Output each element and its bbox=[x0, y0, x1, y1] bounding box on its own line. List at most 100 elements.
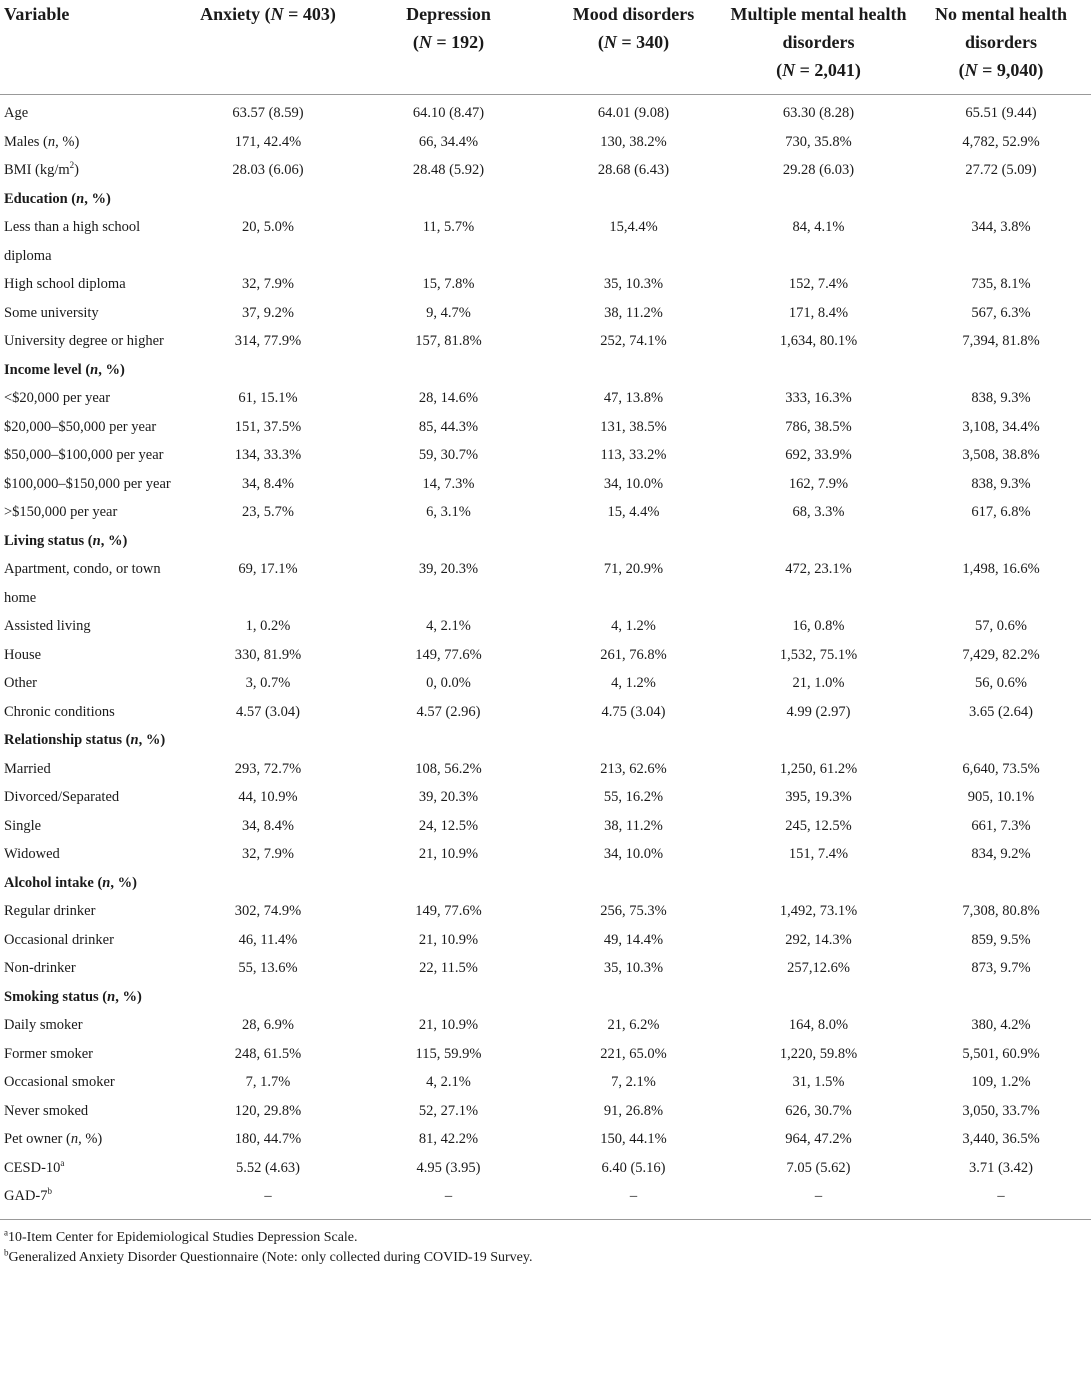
table-cell: 567, 6.3% bbox=[971, 304, 1031, 321]
table-cell: 838, 9.3% bbox=[971, 475, 1031, 492]
row-label: Former smoker bbox=[4, 1045, 93, 1062]
table-cell: 150, 44.1% bbox=[600, 1131, 667, 1147]
table-cell: 28, 6.9% bbox=[242, 1017, 294, 1033]
table-cell: 7,394, 81.8% bbox=[962, 333, 1040, 349]
table-cell: 4.95 (3.95) bbox=[416, 1159, 481, 1176]
table-row: BMI (kg/m2) 28.03 (6.06) 28.48 (5.92) 28.68… bbox=[0, 156, 1091, 185]
table-cell: 4, 2.1% bbox=[426, 618, 471, 634]
table-cell: 134, 33.3% bbox=[234, 447, 302, 463]
table-page: Variable Anxiety (N = 403) Depression (N … bbox=[0, 0, 1091, 1265]
table-cell: 3,108, 34.4% bbox=[962, 418, 1040, 435]
table-cell: 131, 38.5% bbox=[600, 418, 667, 435]
table-cell: 248, 61.5% bbox=[234, 1045, 302, 1062]
table-cell: 115, 59.9% bbox=[415, 1045, 482, 1062]
table-cell: 859, 9.5% bbox=[971, 931, 1031, 948]
table-cell: 4.75 (3.04) bbox=[601, 703, 666, 720]
table-cell: 21, 10.9% bbox=[418, 931, 479, 948]
table-cell bbox=[541, 869, 726, 898]
table-cell: 20, 5.0% bbox=[242, 219, 294, 235]
section-row: Smoking status (n, %) bbox=[0, 983, 1091, 1012]
table-cell: 34, 10.0% bbox=[603, 846, 664, 862]
row-label: Widowed bbox=[4, 846, 60, 862]
table-cell: 24, 12.5% bbox=[418, 817, 479, 834]
table-row: $100,000–$150,000 per year 34, 8.4% 14, 7.… bbox=[0, 470, 1091, 499]
table-cell: 59, 30.7% bbox=[418, 447, 479, 463]
table-cell bbox=[911, 983, 1091, 1012]
row-label: Chronic conditions bbox=[4, 703, 115, 720]
table-cell: 109, 1.2% bbox=[971, 1074, 1031, 1090]
table-cell: 0, 0.0% bbox=[426, 675, 471, 691]
table-cell: – bbox=[726, 1182, 911, 1220]
section-label: Income level (n, %) bbox=[4, 361, 125, 378]
table-cell bbox=[726, 983, 911, 1012]
table-cell: 34, 8.4% bbox=[242, 817, 294, 834]
table-cell: 38, 11.2% bbox=[604, 817, 663, 834]
table-cell: 180, 44.7% bbox=[234, 1131, 302, 1147]
row-label: CESD-10a bbox=[4, 1157, 65, 1176]
row-label: Single bbox=[4, 817, 42, 834]
table-cell: 15, 4.4% bbox=[607, 504, 660, 520]
section-label: Relationship status (n, %) bbox=[4, 732, 166, 748]
table-cell: 34, 10.0% bbox=[603, 475, 664, 492]
section-row: Alcohol intake (n, %) bbox=[0, 869, 1091, 898]
row-label: Married bbox=[4, 760, 51, 777]
table-cell: 1,220, 59.8% bbox=[779, 1045, 858, 1062]
table-cell: 213, 62.6% bbox=[600, 760, 667, 777]
table-cell: 28, 14.6% bbox=[418, 390, 479, 406]
table-row: $50,000–$100,000 per year 134, 33.3% 59, 3… bbox=[0, 441, 1091, 470]
table-cell bbox=[180, 185, 356, 214]
row-label: University degree or higher bbox=[4, 333, 164, 349]
section-row: Living status (n, %) bbox=[0, 527, 1091, 556]
table-cell: 152, 7.4% bbox=[788, 276, 849, 292]
table-cell: 964, 47.2% bbox=[785, 1131, 852, 1147]
table-row: University degree or higher 314, 77.9% 157… bbox=[0, 327, 1091, 356]
table-cell: 1,498, 16.6% bbox=[962, 561, 1040, 577]
row-label: <$20,000 per year bbox=[4, 390, 111, 406]
table-row: Pet owner (n, %) 180, 44.7% 81, 42.2% 150, … bbox=[0, 1125, 1091, 1154]
table-cell: 46, 11.4% bbox=[238, 931, 298, 948]
table-cell: 626, 30.7% bbox=[785, 1102, 852, 1119]
table-cell: 252, 74.1% bbox=[600, 333, 667, 349]
table-cell: 838, 9.3% bbox=[971, 390, 1031, 406]
table-cell: 39, 20.3% bbox=[418, 561, 479, 577]
section-label: Alcohol intake (n, %) bbox=[4, 874, 137, 891]
table-cell: 617, 6.8% bbox=[971, 504, 1031, 520]
table-cell: 314, 77.9% bbox=[234, 333, 302, 349]
table-cell bbox=[911, 356, 1091, 385]
table-cell: – bbox=[911, 1182, 1091, 1220]
column-header-depression: Depression (N = 192) bbox=[356, 0, 541, 95]
table-row: Males (n, %) 171, 42.4% 66, 34.4% 130, 38.2… bbox=[0, 128, 1091, 157]
section-label: Education (n, %) bbox=[4, 190, 111, 207]
table-cell: 39, 20.3% bbox=[418, 789, 479, 805]
table-cell bbox=[726, 356, 911, 385]
table-cell: 171, 42.4% bbox=[234, 133, 302, 150]
footnote-b: bGeneralized Anxiety Disorder Questionna… bbox=[4, 1246, 533, 1265]
table-cell: 49, 14.4% bbox=[603, 931, 664, 948]
table-row: Widowed 32, 7.9% 21, 10.9% 34, 10.0% 151, 7.… bbox=[0, 840, 1091, 869]
section-label: Smoking status (n, %) bbox=[4, 988, 142, 1005]
table-cell: 257,12.6% bbox=[787, 960, 850, 976]
row-label: Daily smoker bbox=[4, 1017, 83, 1033]
table-row: Occasional drinker 46, 11.4% 21, 10.9% 49, … bbox=[0, 926, 1091, 955]
table-cell bbox=[541, 356, 726, 385]
column-header-multiple-disorders: Multiple mental health disorders (N = 2,0… bbox=[726, 0, 911, 95]
table-row: Age 63.57 (8.59) 64.10 (8.47) 64.01 (9.08) 6… bbox=[0, 95, 1091, 128]
table-cell bbox=[180, 527, 356, 556]
table-row: Less than a high school diploma 20, 5.0% 1… bbox=[0, 213, 1091, 270]
table-cell: 245, 12.5% bbox=[785, 817, 852, 834]
table-row: High school diploma 32, 7.9% 15, 7.8% 35, 1… bbox=[0, 270, 1091, 299]
table-cell: 15, 7.8% bbox=[422, 276, 475, 292]
table-cell: 81, 42.2% bbox=[418, 1131, 479, 1147]
table-cell: 330, 81.9% bbox=[234, 646, 302, 663]
section-row: Relationship status (n, %) bbox=[0, 726, 1091, 755]
table-cell bbox=[356, 869, 541, 898]
table-header: Variable Anxiety (N = 403) Depression (N … bbox=[0, 0, 1091, 95]
table-cell bbox=[356, 527, 541, 556]
table-row: Some university 37, 9.2% 9, 4.7% 38, 11.2% 1… bbox=[0, 299, 1091, 328]
table-cell: 4, 1.2% bbox=[611, 675, 656, 691]
table-row: Single 34, 8.4% 24, 12.5% 38, 11.2% 245, 12.… bbox=[0, 812, 1091, 841]
table-cell: 5,501, 60.9% bbox=[962, 1045, 1040, 1062]
table-cell: 6,640, 73.5% bbox=[962, 760, 1040, 777]
table-cell: 1,492, 73.1% bbox=[779, 903, 858, 919]
table-cell: 692, 33.9% bbox=[785, 447, 852, 463]
